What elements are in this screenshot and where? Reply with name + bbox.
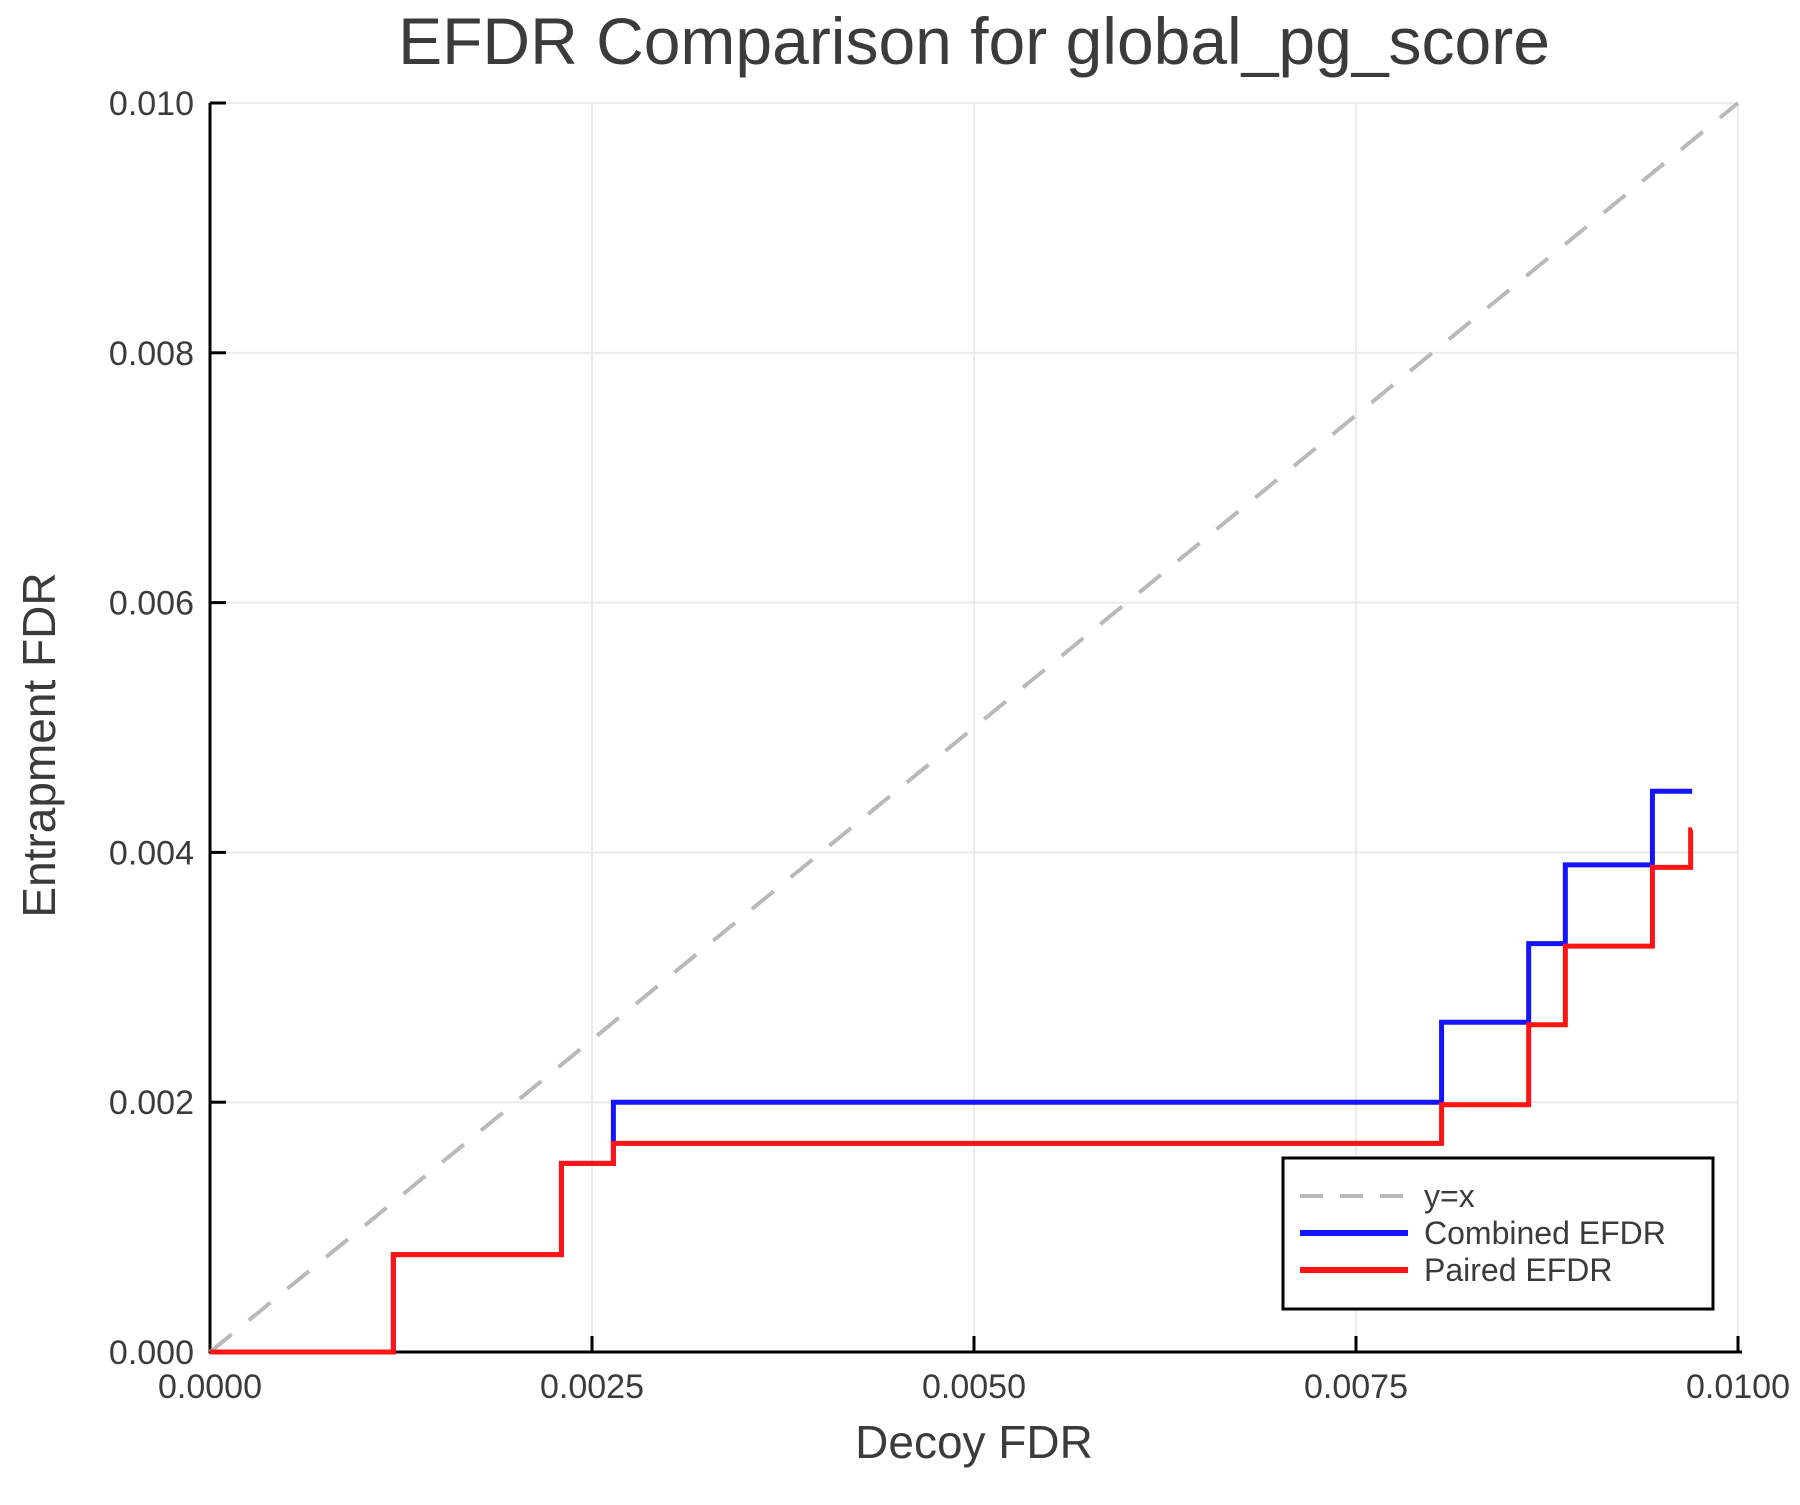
- legend-label-yx: y=x: [1424, 1178, 1475, 1214]
- series-line-paired-efdr: [210, 827, 1694, 1355]
- chart-title: EFDR Comparison for global_pg_score: [398, 4, 1550, 78]
- y-tick-label: 0.004: [109, 834, 194, 872]
- y-tick-label: 0.006: [109, 585, 194, 623]
- y-tick-label: 0.008: [109, 335, 194, 373]
- legend-label-paired: Paired EFDR: [1424, 1252, 1613, 1288]
- y-tick-label: 0.000: [109, 1334, 194, 1372]
- x-tick-label: 0.0025: [540, 1368, 644, 1406]
- y-axis-label: Entrapment FDR: [13, 572, 65, 917]
- legend: y=x Combined EFDR Paired EFDR: [1281, 1156, 1715, 1311]
- y-tick-label: 0.002: [109, 1084, 194, 1122]
- y-tick-label: 0.010: [109, 85, 194, 123]
- x-tick-label: 0.0050: [922, 1368, 1026, 1406]
- legend-label-combined: Combined EFDR: [1424, 1215, 1666, 1251]
- x-axis-label: Decoy FDR: [855, 1416, 1093, 1468]
- x-tick-label: 0.0000: [158, 1368, 262, 1406]
- x-tick-label: 0.0075: [1304, 1368, 1408, 1406]
- x-tick-label: 0.0100: [1686, 1368, 1790, 1406]
- axes: 0.0000 0.0025 0.0050 0.0075 0.0100 0.000 0.002…: [109, 85, 1790, 1406]
- series-lines: [210, 788, 1694, 1355]
